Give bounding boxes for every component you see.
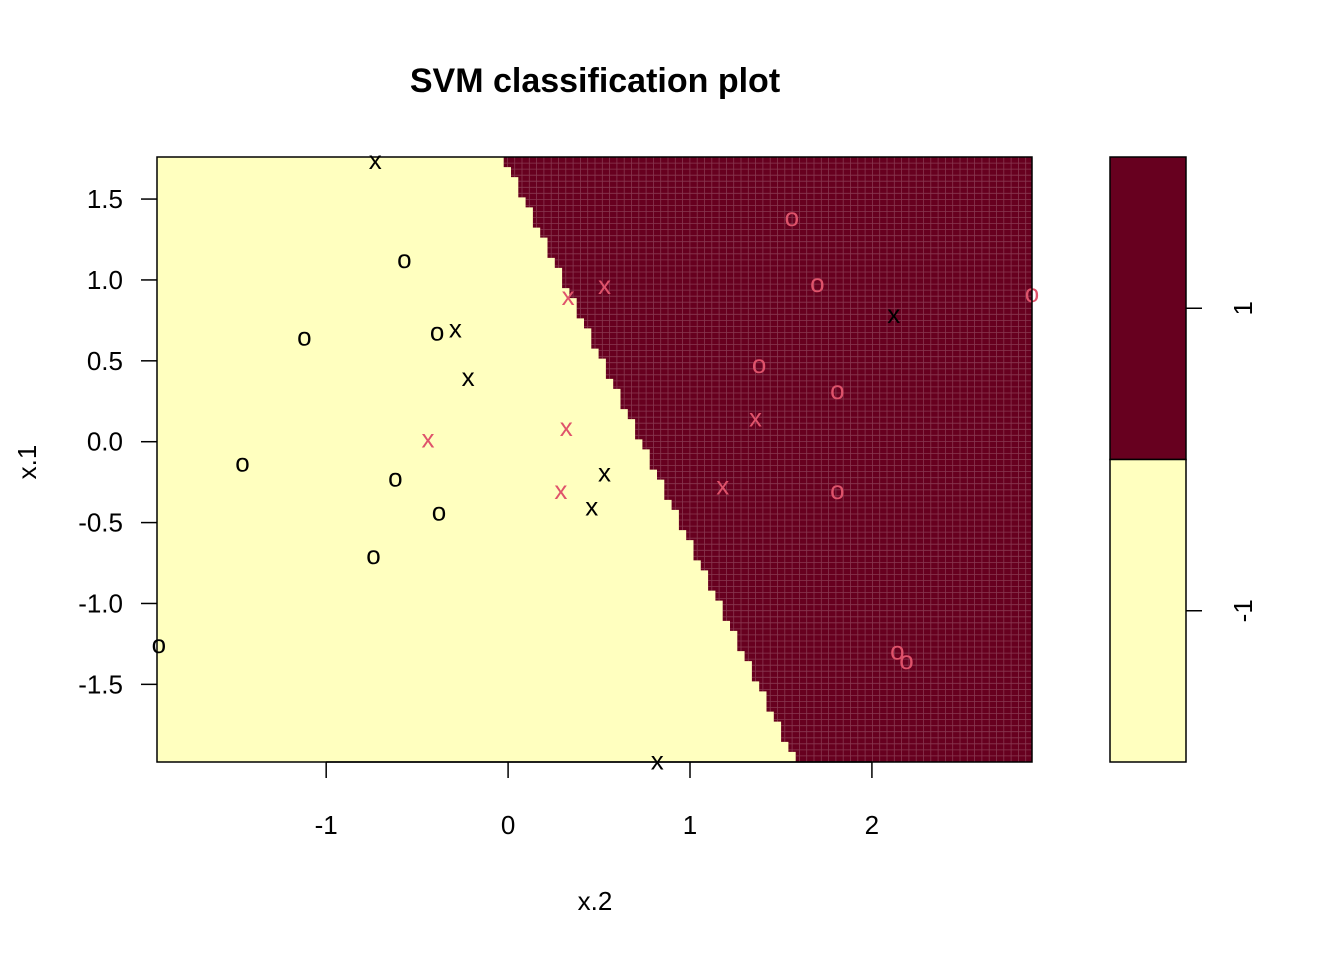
data-point: o — [752, 349, 766, 379]
data-point: o — [810, 268, 824, 298]
x-tick-label: -1 — [315, 810, 338, 840]
y-tick-label: 0.0 — [87, 427, 123, 457]
data-point: o — [890, 635, 904, 665]
axes: -1 0 1 2 -1.5 -1.0 -0.5 0.0 0.5 1.0 1.5 — [78, 156, 1033, 840]
y-tick-label: -0.5 — [78, 508, 123, 538]
plot-regions — [157, 157, 1032, 762]
data-point: o — [830, 375, 844, 405]
data-point: x — [554, 475, 567, 505]
data-point: o — [397, 244, 411, 274]
data-point: x — [422, 423, 435, 453]
data-point: x — [749, 402, 762, 432]
data-point: x — [462, 362, 475, 392]
data-point: o — [366, 540, 380, 570]
y-tick-label: 1.5 — [87, 184, 123, 214]
data-point: o — [152, 629, 166, 659]
legend: 1 -1 — [1109, 156, 1258, 763]
y-tick-label: 0.5 — [87, 346, 123, 376]
x-tick-label: 2 — [865, 810, 879, 840]
y-axis-label: x.1 — [12, 445, 42, 480]
x-tick-label: 0 — [501, 810, 515, 840]
region-class-1 — [503, 157, 1032, 762]
data-point: x — [651, 745, 664, 775]
y-tick-label: -1.5 — [78, 669, 123, 699]
data-point: x — [369, 145, 382, 175]
legend-label: -1 — [1228, 599, 1258, 622]
data-point: x — [598, 270, 611, 300]
data-point: o — [830, 475, 844, 505]
legend-swatch — [1109, 156, 1187, 461]
data-point: o — [899, 645, 913, 675]
y-tick-label: -1.0 — [78, 588, 123, 618]
chart-title: SVM classification plot — [410, 62, 780, 100]
x-axis-label: x.2 — [578, 886, 613, 916]
data-point: x — [598, 457, 611, 487]
data-point: o — [388, 462, 402, 492]
data-point: x — [560, 412, 573, 442]
data-point: o — [297, 322, 311, 352]
data-point: x — [585, 491, 598, 521]
data-point: x — [449, 313, 462, 343]
data-point: o — [432, 496, 446, 526]
data-point: x — [887, 299, 900, 329]
data-point: x — [716, 470, 729, 500]
data-point: x — [562, 281, 575, 311]
legend-label: 1 — [1228, 301, 1258, 315]
x-tick-label: 1 — [683, 810, 697, 840]
legend-swatch — [1109, 458, 1187, 763]
y-tick-label: 1.0 — [87, 265, 123, 295]
data-point: o — [785, 202, 799, 232]
data-point: o — [430, 317, 444, 347]
data-point: o — [235, 448, 249, 478]
